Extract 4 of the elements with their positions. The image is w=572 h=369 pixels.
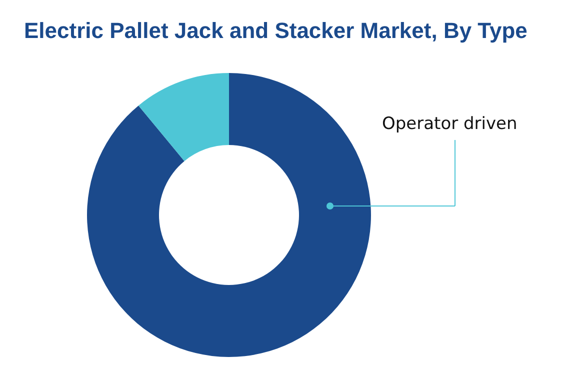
chart-title: Electric Pallet Jack and Stacker Market, By Type [24,18,528,43]
slice-label: Operator driven [382,114,518,134]
donut-slice [87,73,371,357]
donut-slice [138,73,229,162]
